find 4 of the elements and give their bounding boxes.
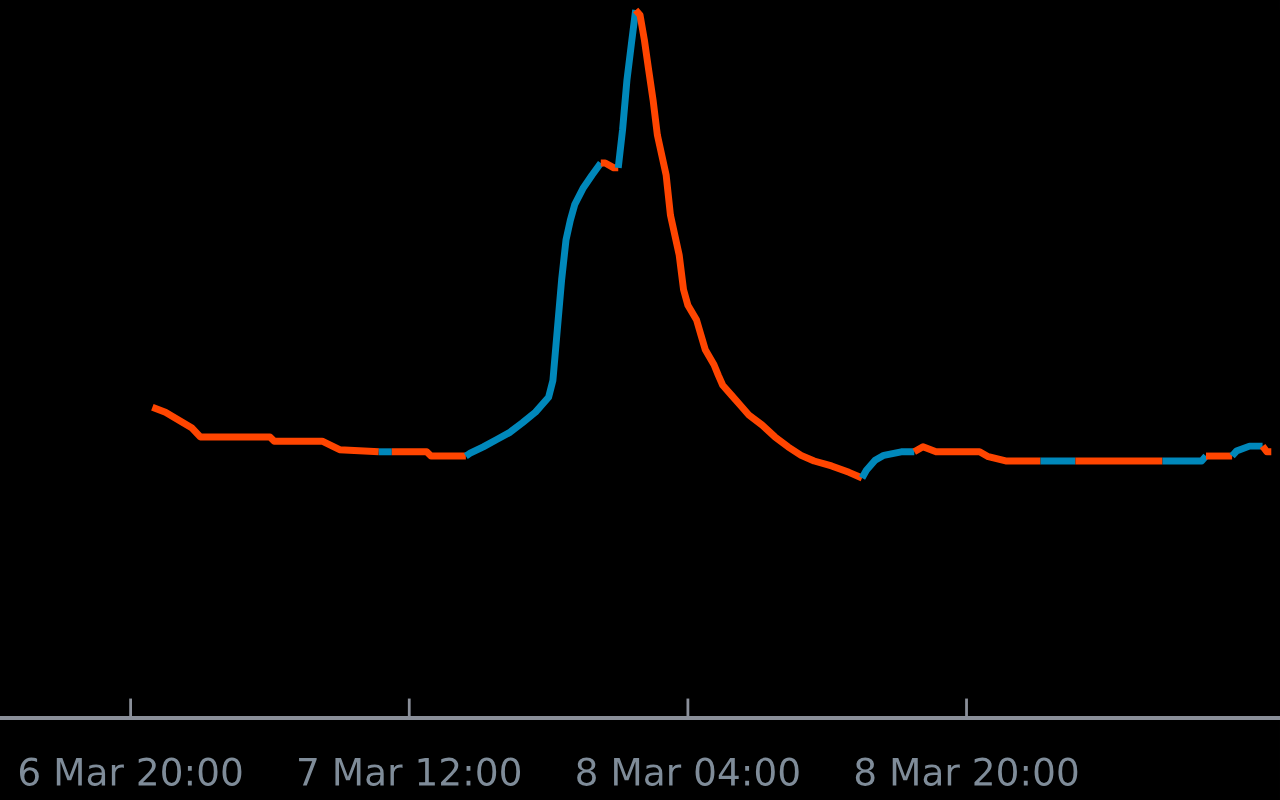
x-tick-label: 6 Mar 20:00 xyxy=(19,757,242,786)
x-tick-label: 8 Mar 04:00 xyxy=(577,757,799,786)
x-tick-label: 7 Mar 12:00 xyxy=(299,757,521,786)
x-tick-label: 8 Mar 20:00 xyxy=(855,757,1078,786)
